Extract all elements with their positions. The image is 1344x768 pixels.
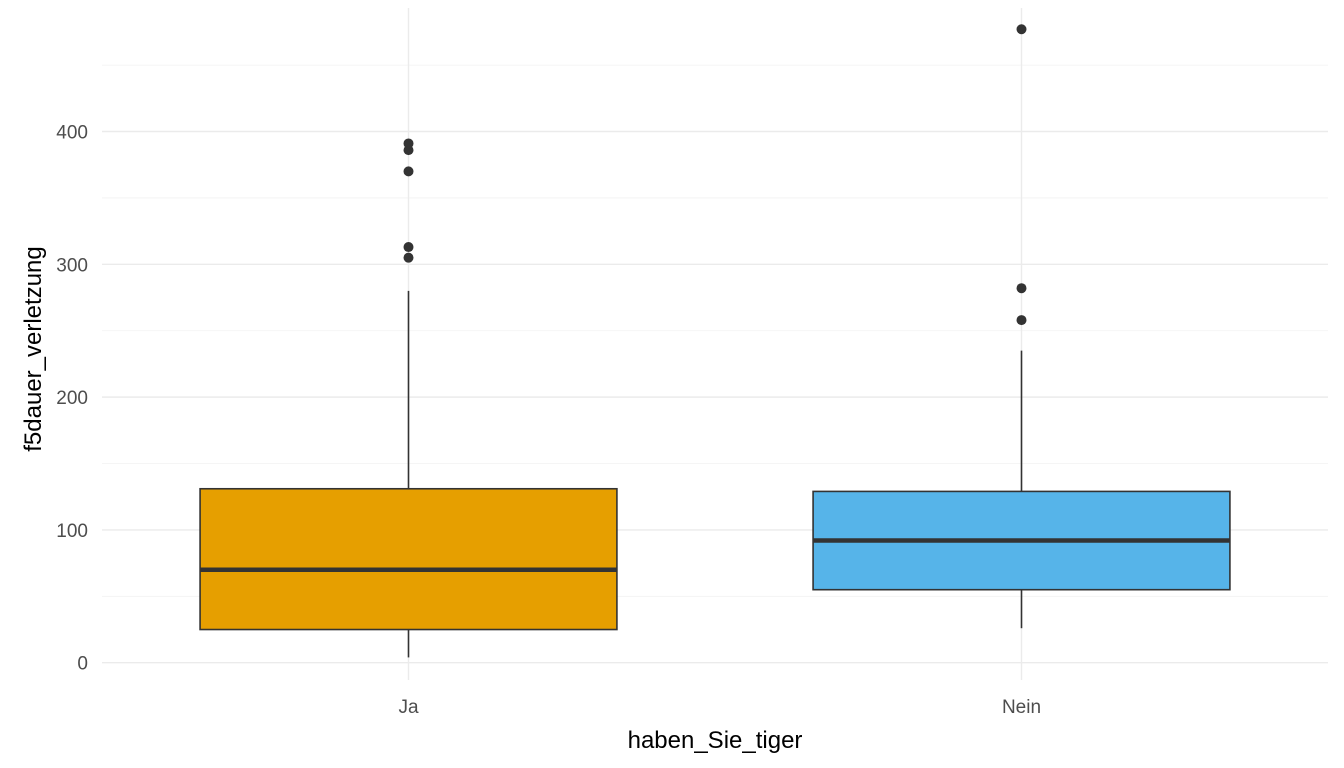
x-axis-ticks: Ja Nein (398, 697, 1041, 718)
box-ja (199, 487, 618, 631)
y-tick-label: 300 (56, 255, 88, 276)
outlier-point (1016, 24, 1027, 35)
y-tick-label: 100 (56, 521, 88, 542)
outlier-point (403, 242, 414, 253)
y-axis-title: f5dauer_verletzung (20, 246, 47, 451)
y-tick-label: 0 (77, 654, 88, 675)
boxes (199, 24, 1231, 658)
x-axis-title: haben_Sie_tiger (628, 727, 803, 754)
outlier-point (403, 166, 414, 177)
x-tick-label: Nein (1002, 697, 1041, 718)
x-tick-label: Ja (398, 697, 419, 718)
y-tick-label: 200 (56, 388, 88, 409)
outlier-point (1016, 283, 1027, 294)
y-axis-ticks: 0 100 200 300 400 (56, 123, 88, 675)
outlier-point (403, 252, 414, 263)
outlier-point (1016, 315, 1027, 326)
y-tick-label: 400 (56, 123, 88, 144)
outlier-point (403, 138, 414, 149)
